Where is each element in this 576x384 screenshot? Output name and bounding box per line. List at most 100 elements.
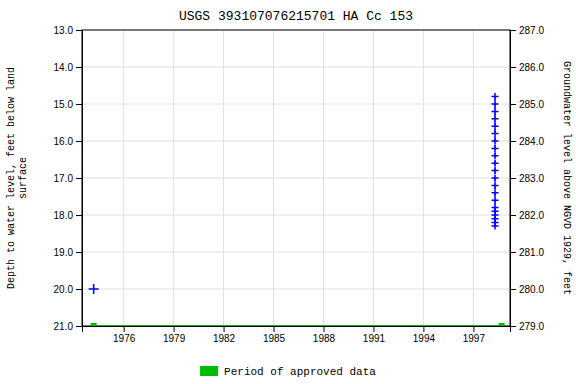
marker — [492, 130, 499, 137]
axis-line — [83, 327, 511, 333]
marker — [89, 284, 99, 294]
tick: 18.0 — [54, 210, 82, 221]
marker — [492, 197, 499, 204]
marker — [492, 108, 499, 115]
marker — [492, 189, 499, 196]
tick-label: 19.0 — [54, 247, 74, 258]
tick-label: 280.0 — [519, 284, 544, 295]
marker — [492, 160, 499, 167]
tick-mark — [76, 141, 82, 142]
grid-line — [82, 104, 510, 105]
tick: 281.0 — [510, 247, 544, 258]
tick: 21.0 — [54, 321, 82, 332]
tick-label: 16.0 — [54, 136, 74, 147]
grid-line — [82, 141, 510, 142]
tick-label: 1994 — [413, 333, 436, 344]
tick-label: 279.0 — [519, 321, 544, 332]
tick-label: 14.0 — [54, 62, 74, 73]
marker — [492, 182, 499, 189]
tick: 1982 — [213, 326, 236, 344]
tick: 1985 — [263, 326, 286, 344]
tick-mark — [510, 326, 516, 327]
grid-line — [82, 289, 510, 290]
grid-line — [82, 67, 510, 68]
tick-label: 1976 — [113, 333, 136, 344]
tick-mark — [76, 252, 82, 253]
tick-mark — [510, 252, 516, 253]
tick-label: 18.0 — [54, 210, 74, 221]
marker — [91, 323, 97, 326]
tick: 280.0 — [510, 284, 544, 295]
tick: 282.0 — [510, 210, 544, 221]
line — [94, 325, 502, 326]
tick-mark — [510, 30, 516, 31]
tick: 1979 — [163, 326, 186, 344]
tick: 13.0 — [54, 25, 82, 36]
tick-mark — [510, 104, 516, 105]
tick: 16.0 — [54, 136, 82, 147]
tick-mark — [124, 326, 125, 332]
tick-label: 1985 — [263, 333, 286, 344]
tick: 1988 — [313, 326, 336, 344]
tick-mark — [76, 215, 82, 216]
series — [492, 93, 499, 230]
tick-mark — [76, 104, 82, 105]
tick: 284.0 — [510, 136, 544, 147]
tick-label: 1997 — [463, 333, 486, 344]
tick-mark — [473, 326, 474, 332]
tick-mark — [174, 326, 175, 332]
tick-label: 1982 — [213, 333, 236, 344]
tick: 17.0 — [54, 173, 82, 184]
marker — [492, 123, 499, 130]
tick-label: 285.0 — [519, 99, 544, 110]
series — [89, 284, 99, 294]
tick-label: 286.0 — [519, 62, 544, 73]
tick-mark — [510, 141, 516, 142]
marker — [492, 175, 499, 182]
tick-mark — [423, 326, 424, 332]
tick-label: 287.0 — [519, 25, 544, 36]
marker — [492, 223, 499, 230]
marker — [492, 101, 499, 108]
tick-label: 15.0 — [54, 99, 74, 110]
tick: 286.0 — [510, 62, 544, 73]
grid — [82, 30, 510, 326]
tick-mark — [76, 289, 82, 290]
tick-label: 17.0 — [54, 173, 74, 184]
tick-mark — [76, 30, 82, 31]
tick-mark — [224, 326, 225, 332]
tick-label: 281.0 — [519, 247, 544, 258]
tick: 1994 — [413, 326, 436, 344]
tick-mark — [323, 326, 324, 332]
tick: 1991 — [363, 326, 386, 344]
plot: 1976 1979 1982 1985 1988 1991 1994 1997 13.0 14.0… — [54, 25, 545, 344]
x-axis: 1976 1979 1982 1985 1988 1991 1994 1997 — [83, 326, 511, 344]
y-axis: 13.0 14.0 15.0 16.0 17.0 18.0 19.0 20.0 21.0 — [54, 25, 83, 332]
chart: 1976 1979 1982 1985 1988 1991 1994 1997 13.0 14.0… — [0, 0, 576, 384]
title: USGS 393107076215701 HA Cc 153 — [179, 9, 413, 24]
marker — [492, 138, 499, 145]
tick: 14.0 — [54, 62, 82, 73]
marker — [492, 93, 499, 100]
tick-label: 283.0 — [519, 173, 544, 184]
y2-axis: 287.0 286.0 285.0 284.0 283.0 282.0 281.0 280.0… — [510, 25, 544, 332]
tick-mark — [510, 67, 516, 68]
tick: 1976 — [113, 326, 136, 344]
marker — [492, 145, 499, 152]
tick-label: 21.0 — [54, 321, 74, 332]
tick: 15.0 — [54, 99, 82, 110]
tick-mark — [274, 326, 275, 332]
tick: 20.0 — [54, 284, 82, 295]
marker — [492, 115, 499, 122]
marks — [89, 93, 505, 326]
marker — [492, 152, 499, 159]
axis-line — [511, 31, 517, 327]
tick-label: 1991 — [363, 333, 386, 344]
tick-mark — [76, 326, 82, 327]
tick-label: 282.0 — [519, 210, 544, 221]
legend: Period of approved data — [200, 366, 376, 378]
tick-mark — [510, 178, 516, 179]
tick-label: 20.0 — [54, 284, 74, 295]
grid-line — [82, 178, 510, 179]
series — [91, 323, 505, 326]
